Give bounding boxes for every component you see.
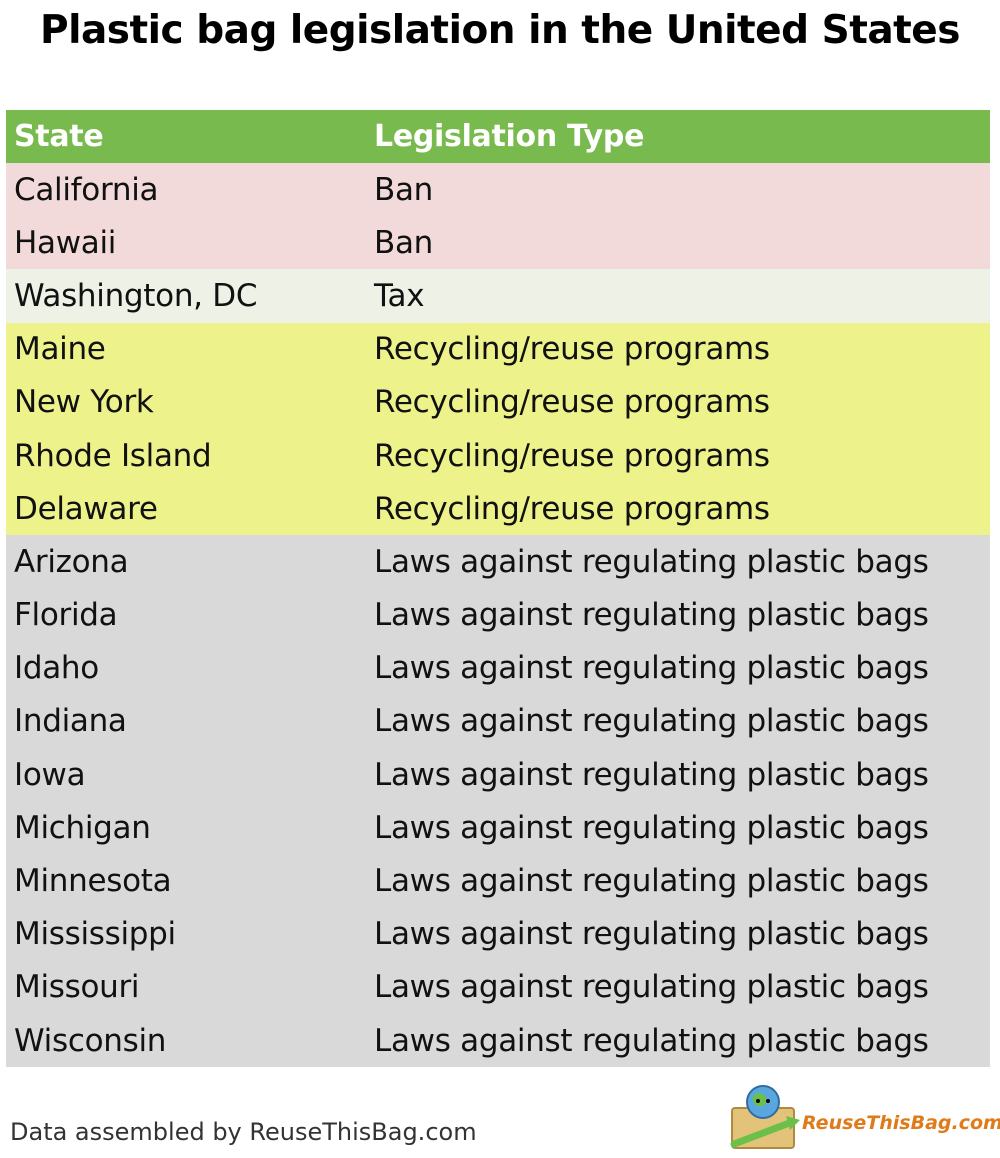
legislation-type-cell: Laws against regulating plastic bags <box>374 809 929 846</box>
table-row: Washington, DC Tax <box>6 269 990 323</box>
table-row: Minnesota Laws against regulating plastic… <box>6 854 990 908</box>
table-row: Delaware Recycling/reuse programs <box>6 482 990 536</box>
legislation-type-cell: Laws against regulating plastic bags <box>374 597 929 634</box>
table-header-row: State Legislation Type <box>6 110 990 163</box>
header-legislation-type: Legislation Type <box>374 119 645 154</box>
state-cell: Rhode Island <box>14 437 212 474</box>
state-cell: Washington, DC <box>14 277 258 314</box>
state-cell: Idaho <box>14 650 99 687</box>
state-cell: Indiana <box>14 703 127 740</box>
header-state: State <box>14 119 104 154</box>
legislation-table: State Legislation Type California Ban Hawa… <box>6 110 990 1068</box>
legislation-type-cell: Laws against regulating plastic bags <box>374 650 929 687</box>
footer-credit: Data assembled by ReuseThisBag.com <box>10 1118 477 1146</box>
legislation-type-cell: Laws against regulating plastic bags <box>374 756 929 793</box>
table-body: California Ban Hawaii Ban Washington, DC Tax M… <box>6 163 990 1068</box>
legislation-type-cell: Ban <box>374 171 434 208</box>
table-row: Michigan Laws against regulating plastic … <box>6 801 990 855</box>
logo-text: ReuseThisBag.com <box>802 1112 1000 1134</box>
reusethisbag-logo: ReuseThisBag.com <box>726 1082 1000 1152</box>
state-cell: Florida <box>14 597 118 634</box>
table-row: Maine Recycling/reuse programs <box>6 322 990 376</box>
state-cell: Michigan <box>14 809 151 846</box>
table-row: Wisconsin Laws against regulating plastic… <box>6 1014 990 1068</box>
legislation-type-cell: Recycling/reuse programs <box>374 437 770 474</box>
legislation-type-cell: Laws against regulating plastic bags <box>374 863 929 900</box>
state-cell: Wisconsin <box>14 1022 167 1059</box>
legislation-type-cell: Laws against regulating plastic bags <box>374 703 929 740</box>
table-row: Missouri Laws against regulating plastic … <box>6 960 990 1014</box>
state-cell: Minnesota <box>14 863 172 900</box>
state-cell: Mississippi <box>14 916 176 953</box>
state-cell: Iowa <box>14 756 86 793</box>
state-cell: Hawaii <box>14 224 117 261</box>
table-row: Rhode Island Recycling/reuse programs <box>6 428 990 483</box>
table-row: California Ban <box>6 163 990 217</box>
state-cell: Maine <box>14 331 106 368</box>
legislation-type-cell: Tax <box>374 277 425 314</box>
legislation-type-cell: Recycling/reuse programs <box>374 331 770 368</box>
state-cell: California <box>14 171 159 208</box>
legislation-type-cell: Laws against regulating plastic bags <box>374 1022 929 1059</box>
page-title: Plastic bag legislation in the United St… <box>40 8 960 53</box>
state-cell: Missouri <box>14 969 140 1006</box>
table-row: Florida Laws against regulating plastic b… <box>6 588 990 642</box>
legislation-type-cell: Recycling/reuse programs <box>374 490 770 527</box>
legislation-type-cell: Laws against regulating plastic bags <box>374 969 929 1006</box>
table-row: Indiana Laws against regulating plastic b… <box>6 694 990 749</box>
state-cell: Delaware <box>14 490 158 527</box>
legislation-type-cell: Recycling/reuse programs <box>374 384 770 421</box>
state-cell: Arizona <box>14 543 129 580</box>
table-row: New York Recycling/reuse programs <box>6 375 990 429</box>
state-cell: New York <box>14 384 154 421</box>
table-row: Idaho Laws against regulating plastic bag… <box>6 641 990 695</box>
globe-bag-icon <box>730 1085 800 1149</box>
legislation-type-cell: Laws against regulating plastic bags <box>374 916 929 953</box>
legislation-type-cell: Laws against regulating plastic bags <box>374 543 929 580</box>
table-row: Hawaii Ban <box>6 216 990 270</box>
table-row: Mississippi Laws against regulating plast… <box>6 907 990 961</box>
legislation-type-cell: Ban <box>374 224 434 261</box>
table-row: Iowa Laws against regulating plastic bags <box>6 748 990 802</box>
table-row: Arizona Laws against regulating plastic b… <box>6 535 990 589</box>
